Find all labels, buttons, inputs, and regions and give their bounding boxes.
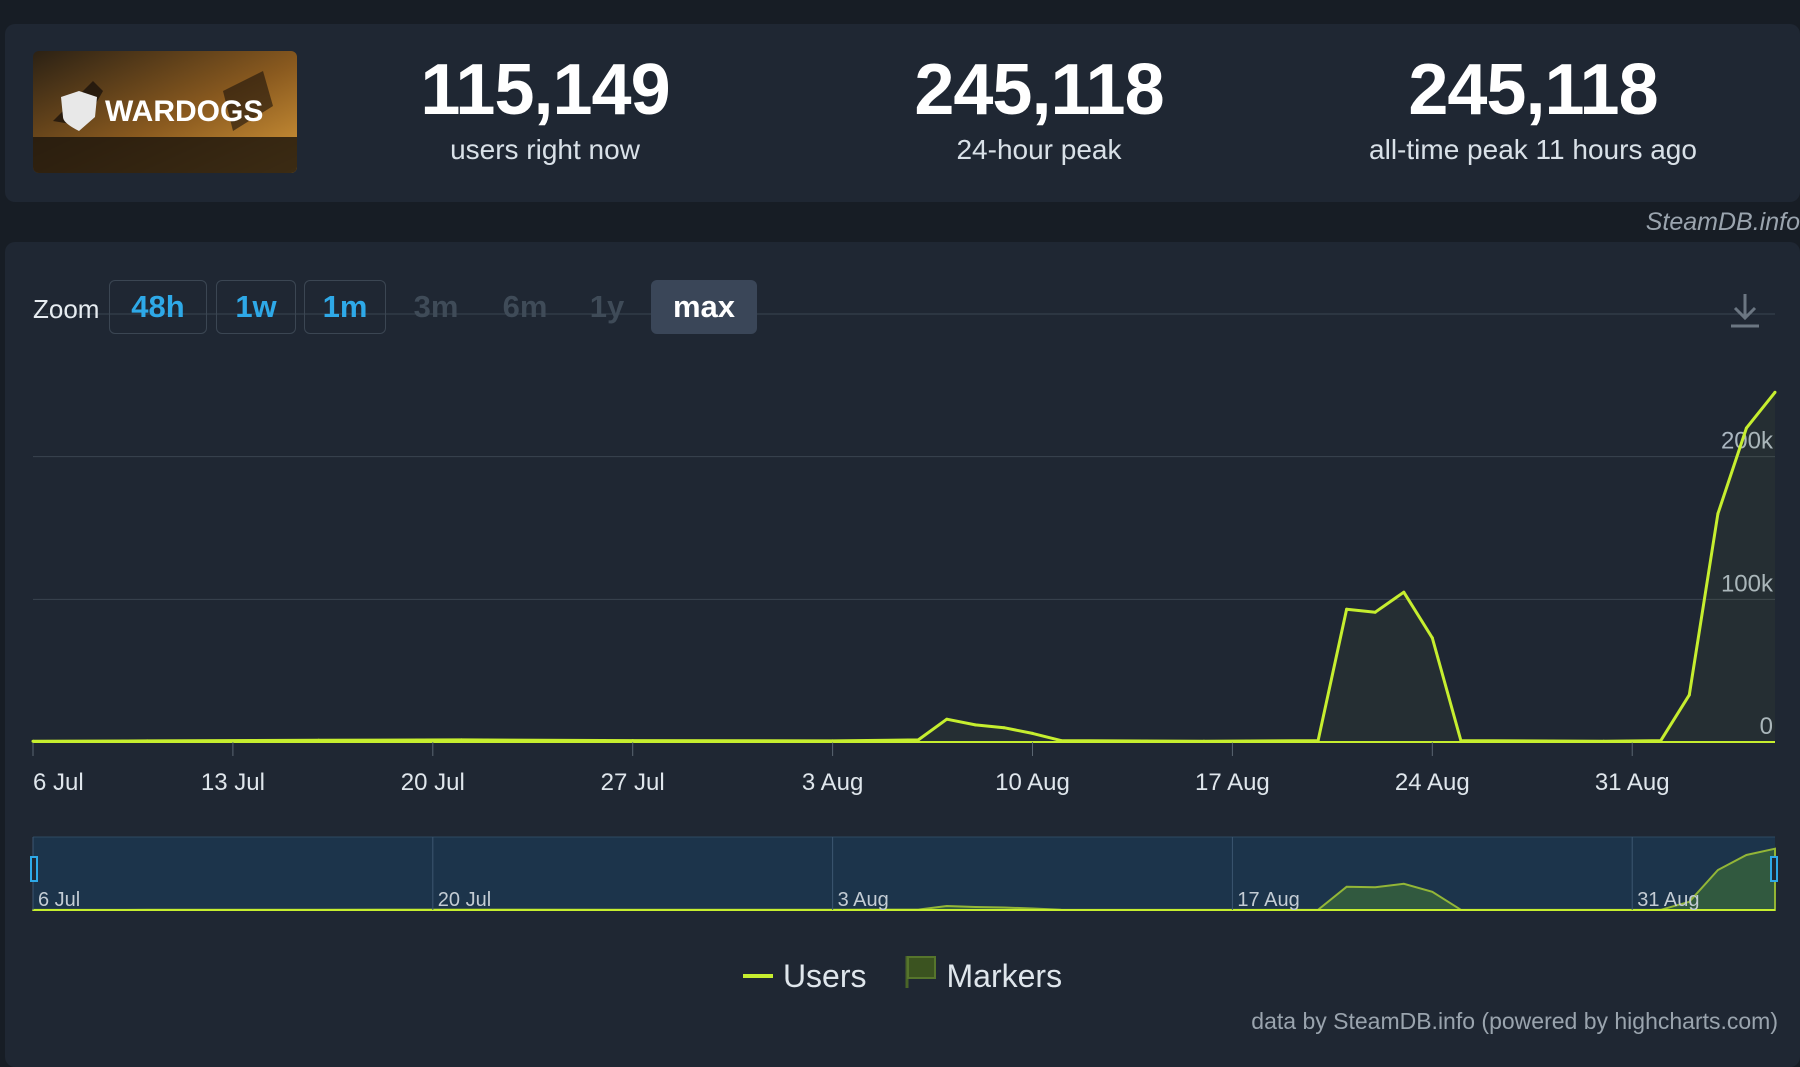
users-data-point [317,738,321,742]
chart-panel: 0 100k 200k 6 Jul 13 Jul 20 Jul 27 Jul 3 Aug 10 … [5,242,1800,1067]
logo-text: WARDOGS [105,95,263,128]
users-data-point [1059,739,1063,743]
x-tick-label: 17 Aug [1195,769,1270,796]
y-tick-label: 200k [1721,428,1774,455]
users-data-point [1716,512,1720,516]
x-tick-label: 27 Jul [601,769,665,796]
stat-all-time-peak: 245,118 all-time peak 11 hours ago [1323,52,1743,166]
navigator-label: 17 Aug [1237,889,1299,911]
x-tick-label: 10 Aug [995,769,1070,796]
all-time-peak-value: 245,118 [1408,50,1658,130]
zoom-label: Zoom [33,294,100,324]
users-area [33,392,1775,742]
navigator-label: 31 Aug [1637,889,1699,911]
users-data-point [1031,731,1034,735]
x-tick-label: 20 Jul [401,769,465,796]
zoom-1w-button[interactable]: 1w [216,280,296,334]
users-data-point [145,739,149,743]
navigator-handle-left [30,856,38,882]
users-data-point [1459,739,1463,743]
users-data-point [945,717,949,721]
users-data-point [1202,739,1206,743]
peak-24h-label: 24-hour peak [956,134,1122,165]
legend-markers-label: Markers [946,957,1063,994]
all-time-peak-label: all-time peak 11 hours ago [1369,134,1697,165]
users-data-point [1602,739,1606,743]
x-tick-label: 24 Aug [1395,769,1470,796]
stat-current-users: 115,149 users right now [335,52,755,166]
current-users-value: 115,149 [420,50,670,130]
users-data-point [631,739,635,743]
users-data-point [459,738,463,742]
users-data-point [1373,610,1377,614]
users-data-point [1345,607,1349,611]
stat-24h-peak: 245,118 24-hour peak [829,52,1249,166]
navigator-label: 6 Jul [38,889,80,911]
chart-legend: Users Markers [5,954,1800,998]
users-data-point [1659,739,1663,743]
player-count-chart: 0 100k 200k 6 Jul 13 Jul 20 Jul 27 Jul 3 Aug 10 … [30,313,1778,911]
shield-icon [61,91,97,131]
peak-24h-value: 245,118 [914,50,1164,130]
steamdb-credit[interactable]: SteamDB.info [1645,208,1800,236]
flag-icon [903,954,937,998]
zoom-48h-button[interactable]: 48h [109,280,207,334]
x-tick-label: 3 Aug [802,769,863,796]
legend-markers[interactable]: Markers [903,954,1063,998]
navigator-label: 20 Jul [438,889,491,911]
users-data-point [31,739,35,743]
zoom-1y-button: 1y [589,289,625,324]
current-users-label: users right now [450,134,640,165]
y-tick-label: 100k [1721,570,1774,597]
highcharts-credit[interactable]: data by SteamDB.info (powered by highcha… [1251,1008,1778,1034]
y-tick-label: 0 [1760,713,1773,740]
zoom-1m-button[interactable]: 1m [304,280,386,334]
users-series-line [32,391,1777,743]
x-tick-label: 13 Jul [201,769,265,796]
users-line-swatch [742,974,773,978]
users-data-point [831,739,835,743]
users-data-point [1002,726,1006,730]
download-icon[interactable] [1728,290,1762,335]
x-tick-label: 6 Jul [33,769,84,796]
users-data-point [1687,693,1691,697]
legend-users[interactable]: Users [742,954,867,998]
users-data-point [973,723,977,727]
game-logo[interactable]: WARDOGS [33,51,297,173]
zoom-3m-button: 3m [413,289,459,324]
users-data-point [916,738,920,742]
users-data-point [1773,390,1777,394]
users-data-point [1402,590,1406,594]
navigator-label: 3 Aug [838,889,889,911]
x-tick-label: 31 Aug [1595,769,1670,796]
users-data-point [1316,739,1320,743]
navigator-mask [33,837,1775,910]
legend-users-label: Users [782,957,867,994]
zoom-6m-button: 6m [502,289,548,324]
zoom-max-button[interactable]: max [651,280,757,334]
navigator-handle-right [1770,856,1778,882]
users-data-point [1430,636,1434,640]
stats-panel: WARDOGS 115,149 users right now 245,118 … [5,24,1800,202]
users-data-point [1744,426,1748,430]
